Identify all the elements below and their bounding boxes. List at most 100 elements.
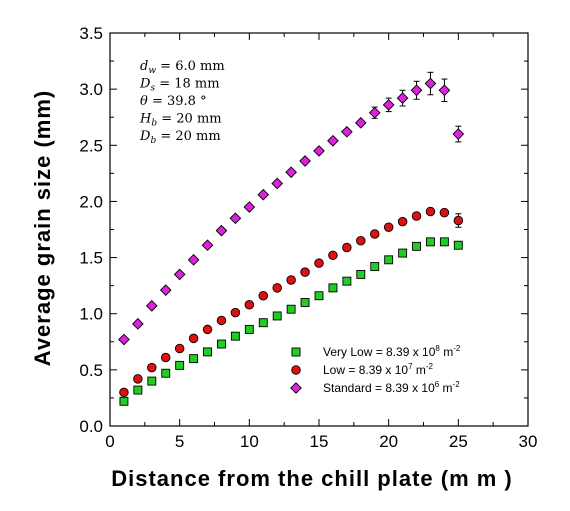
data-point-diamond bbox=[159, 284, 172, 296]
y-tick-label: 0.0 bbox=[79, 417, 103, 436]
data-point-square bbox=[189, 354, 199, 364]
data-point-square bbox=[342, 276, 352, 286]
data-point-circle bbox=[369, 229, 380, 239]
axis-ticks bbox=[109, 32, 529, 427]
data-point-diamond bbox=[410, 84, 423, 97]
y-tick-label: 2.5 bbox=[79, 136, 103, 155]
data-point-square bbox=[119, 396, 129, 406]
data-point-diamond bbox=[424, 77, 437, 90]
parameter-line: θ = 39.8 ° bbox=[140, 94, 207, 109]
data-point-square bbox=[314, 291, 324, 301]
plot-frame bbox=[109, 32, 529, 427]
y-tick-label: 3.0 bbox=[79, 80, 103, 99]
legend-marker-diamond bbox=[290, 382, 302, 394]
x-tick-label: 5 bbox=[175, 432, 184, 451]
x-tick-label: 30 bbox=[519, 432, 538, 451]
data-point-square bbox=[203, 347, 212, 357]
x-tick-label: 10 bbox=[240, 432, 259, 451]
data-point-diamond bbox=[452, 128, 465, 140]
data-point-diamond bbox=[382, 99, 395, 111]
y-axis-title: Average grain size (mm) bbox=[30, 90, 55, 367]
data-point-diamond bbox=[396, 92, 409, 104]
data-point-circle bbox=[439, 207, 450, 218]
legend-marker-circle bbox=[291, 365, 301, 375]
data-point-diamond bbox=[145, 300, 158, 312]
data-point-circle bbox=[397, 216, 408, 227]
data-point-square bbox=[133, 385, 143, 395]
data-point-square bbox=[300, 298, 310, 307]
parameter-line: dw = 6.0 mm bbox=[140, 59, 225, 76]
data-point-circle bbox=[202, 324, 213, 335]
legend-label: Very Low = 8.39 x 108 m-2 bbox=[323, 344, 461, 359]
data-point-circle bbox=[147, 362, 157, 373]
data-point-diamond bbox=[327, 134, 339, 147]
data-point-circle bbox=[342, 242, 352, 253]
data-point-square bbox=[398, 248, 408, 258]
data-point-circle bbox=[300, 267, 310, 277]
data-point-square bbox=[286, 304, 296, 314]
data-point-diamond bbox=[257, 188, 270, 201]
data-point-square bbox=[244, 324, 254, 334]
data-point-circle bbox=[160, 352, 171, 363]
data-point-diamond bbox=[341, 125, 353, 138]
data-point-circle bbox=[411, 211, 422, 221]
y-tick-label: 3.5 bbox=[79, 24, 103, 43]
data-point-square bbox=[272, 311, 282, 321]
data-point-circle bbox=[356, 235, 366, 246]
data-point-square bbox=[230, 331, 240, 341]
data-point-diamond bbox=[299, 155, 311, 167]
plot-border bbox=[109, 32, 529, 427]
parameter-line: Hb = 20 mm bbox=[139, 112, 222, 129]
data-point-diamond bbox=[313, 145, 325, 157]
data-point-diamond bbox=[285, 166, 297, 179]
data-point-circle bbox=[174, 343, 185, 354]
data-point-square bbox=[453, 240, 463, 250]
legend-label: Low = 8.39 x 107 m-2 bbox=[323, 362, 434, 377]
data-point-square bbox=[258, 318, 268, 328]
y-tick-label: 1.0 bbox=[79, 305, 103, 324]
data-point-circle bbox=[286, 275, 296, 285]
data-point-circle bbox=[272, 283, 282, 293]
data-point-circle bbox=[216, 315, 227, 326]
data-point-diamond bbox=[229, 212, 242, 225]
x-tick-label: 15 bbox=[310, 432, 329, 451]
data-point-square bbox=[175, 360, 185, 370]
data-point-diamond bbox=[215, 224, 228, 237]
legend-label: Standard = 8.39 x 106 m-2 bbox=[323, 380, 460, 395]
data-point-diamond bbox=[368, 106, 381, 119]
data-point-diamond bbox=[201, 239, 214, 252]
data-point-circle bbox=[425, 206, 436, 217]
x-axis-title: Distance from the chill plate (m m ) bbox=[111, 466, 513, 491]
data-point-square bbox=[370, 262, 380, 272]
y-tick-label: 2.0 bbox=[79, 192, 103, 211]
data-point-circle bbox=[244, 299, 255, 310]
data-point-circle bbox=[383, 222, 394, 233]
data-point-square bbox=[384, 255, 394, 265]
data-point-diamond bbox=[173, 268, 186, 281]
data-point-diamond bbox=[187, 253, 200, 266]
data-marks bbox=[118, 77, 465, 406]
data-point-square bbox=[147, 376, 157, 386]
tick-labels: 0 5 10 15 20 25 30 0.0 0.5 1.0 1.5 2.0 2.5 3.0 3.5 bbox=[79, 24, 537, 451]
legend-marker-square bbox=[291, 347, 301, 357]
legend: Very Low = 8.39 x 108 m-2 Low = 8.39 x 10… bbox=[290, 344, 461, 395]
y-tick-label: 0.5 bbox=[79, 361, 103, 380]
data-point-square bbox=[217, 339, 226, 349]
data-point-diamond bbox=[243, 201, 256, 213]
data-point-square bbox=[426, 237, 435, 247]
data-point-square bbox=[328, 283, 338, 293]
x-tick-label: 20 bbox=[379, 432, 398, 451]
data-point-square bbox=[439, 237, 449, 247]
data-point-diamond bbox=[271, 177, 284, 190]
data-point-diamond bbox=[132, 317, 144, 330]
data-point-square bbox=[412, 241, 421, 251]
parameter-line: Db = 20 mm bbox=[139, 129, 221, 146]
data-point-diamond bbox=[438, 84, 451, 97]
data-point-square bbox=[356, 269, 366, 279]
data-point-circle bbox=[188, 333, 199, 344]
y-tick-label: 1.5 bbox=[79, 249, 103, 268]
parameter-line: Ds = 18 mm bbox=[139, 77, 220, 94]
data-point-circle bbox=[119, 387, 129, 398]
